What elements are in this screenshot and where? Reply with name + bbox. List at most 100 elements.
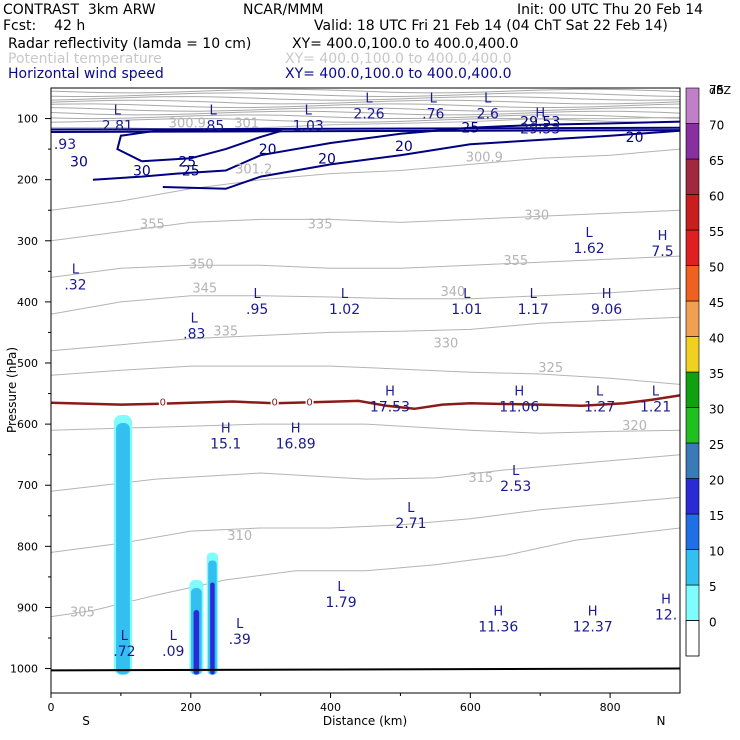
theta-label-3: 320 [622,419,647,434]
freezing-level-label: 0 [271,398,277,409]
extremum-value-26: 11.36 [478,620,518,636]
field-reflectivity-name: Radar reflectivity (lamda = 10 cm) [8,36,252,52]
extremum-type-26: H [493,605,503,620]
theta-label-0: 305 [70,606,95,621]
freezing-label-bg-1 [270,396,279,407]
y-tick-label-6: 700 [17,479,38,492]
valid-time: Valid: 18 UTC Fri 21 Feb 14 (04 ChT Sat … [314,18,668,34]
extremum-value-5: 2.6 [477,106,499,122]
field-wind-name: Horizontal wind speed [8,66,164,82]
theta-contour-350 [51,148,680,211]
colorbar-level-10: 10 [709,545,724,559]
extremum-type-27: H [588,605,598,620]
colorbar-level-40: 40 [709,332,724,346]
extremum-value-21: 15.1 [210,436,241,452]
colorbar-swatch-25 [685,442,700,479]
theta-label-9: 350 [189,257,214,272]
theta-label-6: 335 [213,325,238,340]
colorbar-swatch-5 [685,584,700,621]
wind-contour-30 [116,128,282,163]
colorbar-bottom-cell [685,620,700,657]
colorbar-level-60: 60 [709,190,724,204]
field-theta-xy: XY= 400.0,100.0 to 400.0,400.0 [285,51,512,67]
extremum-value-3: 2.26 [353,106,384,122]
extremum-value-4: .76 [422,106,444,122]
x-tick-label-4: 800 [600,701,621,714]
extremum-value-16: .83 [183,326,205,342]
extremum-type-3: L [365,91,373,106]
extremum-value-29: .72 [113,644,135,660]
colorbar-swatch-15 [685,513,700,550]
wind-contour-25 [92,120,680,181]
extremum-value-18: 11.06 [499,400,539,416]
extremum-value-2: 1.03 [293,119,324,135]
extremum-type-9: H [658,229,668,244]
extremum-value-31: .39 [229,632,251,648]
reflectivity-cell-0-mid [116,422,130,675]
colorbar-level-30: 30 [709,403,724,417]
theta-contour-335 [51,287,680,315]
colorbar-swatch-75 [685,87,700,124]
y-tick-label-2: 300 [17,235,38,248]
extremum-type-4: L [430,91,438,106]
colorbar-swatch-55 [685,229,700,266]
freezing-level-label: 0 [306,398,312,409]
freezing-label-bg-0 [158,396,167,407]
wind-label-0: 30 [70,154,88,170]
extremum-value-1: .85 [202,119,224,135]
extremum-type-17: H [385,385,395,400]
theta-label-17: 301 [234,117,259,132]
freezing-level-label: 0 [160,398,166,409]
theta-upper-contour [51,99,680,105]
y-tick-label-4: 500 [17,357,38,370]
init-time: Init: 00 UTC Thu 20 Feb 14 [517,2,704,18]
colorbar-swatch-10 [685,549,700,586]
extremum-value-9: 7.5 [651,244,673,260]
y-tick-label-7: 800 [17,540,38,553]
jet-core-band-0 [51,126,680,131]
theta-label-8: 345 [192,282,217,297]
theta-contour-325 [51,365,680,385]
theta-label-10: 355 [140,218,165,233]
extremum-type-21: H [221,421,231,436]
theta-upper-contour [51,107,680,112]
wind-contour-20 [162,129,680,190]
extremum-value-24: 2.71 [395,516,426,532]
colorbar-swatch-65 [685,158,700,195]
colorbar-level-25: 25 [709,438,724,452]
colorbar-level-70: 70 [709,119,724,133]
reflectivity-cell-1-core [193,609,200,675]
theta-label-4: 325 [538,361,563,376]
extremum-value-8: 1.62 [574,241,605,257]
extremum-type-29: L [121,629,129,644]
extremum-type-22: H [291,421,301,436]
extremum-value-19: 1.27 [584,400,615,416]
freezing-label-bg-2 [305,396,314,407]
theta-contour-315 [51,454,680,492]
colorbar-level-50: 50 [709,261,724,275]
x-tick-label-3: 600 [460,701,481,714]
extremum-type-20: L [652,385,660,400]
extremum-type-14: L [530,287,538,302]
extremum-value-7: .93 [54,137,76,153]
extremum-type-16: L [191,311,199,326]
theta-label-2: 315 [468,471,493,486]
y-tick-label-1: 200 [17,174,38,187]
theta-label-15: 301.2 [235,163,272,178]
extremum-value-28: 12. [655,607,677,623]
x-axis-label: Distance (km) [323,714,407,728]
colorbar-units: dBZ [709,84,732,97]
wind-label-7: 25 [461,121,479,137]
theta-upper-contour [51,118,680,123]
theta-upper-contour [51,92,680,98]
colorbar-level-0: 0 [709,616,717,630]
extremum-value-23: 2.53 [500,479,531,495]
extremum-type-30: L [170,629,178,644]
theta-label-16: 300.9 [169,117,206,132]
extremum-type-15: H [602,287,612,302]
extremum-value-22: 16.89 [276,436,316,452]
theta-upper-contour [51,96,680,101]
colorbar-level-15: 15 [709,509,724,523]
extremum-type-25: L [337,580,345,595]
extremum-value-10: .32 [64,277,86,293]
